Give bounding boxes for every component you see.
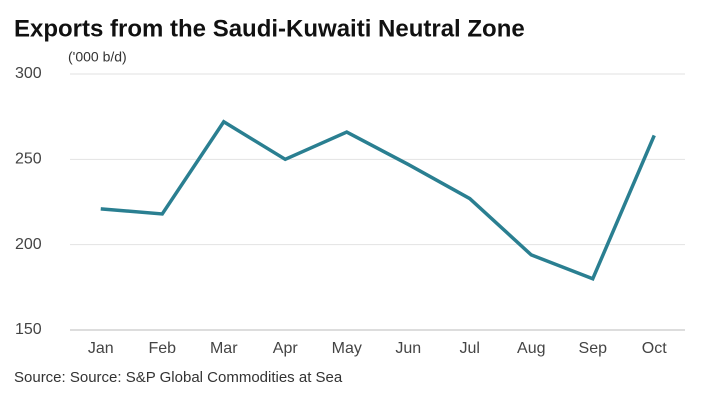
chart-title: Exports from the Saudi-Kuwaiti Neutral Z… [14,15,525,42]
data-line [100,119,656,282]
x-tick-label: Mar [210,340,238,357]
y-tick-label: 200 [15,236,42,253]
y-tick-label: 300 [15,65,42,82]
x-tick-label: Jun [395,340,421,357]
source-note: Source: Source: S&P Global Commodities a… [14,369,343,386]
x-tick-label: Oct [642,340,667,357]
x-tick-label: May [332,340,362,357]
x-tick-label: Jan [88,340,114,357]
x-tick-label: Jul [460,340,480,357]
x-tick-label: Sep [579,340,608,357]
x-tick-label: Apr [273,340,299,357]
y-tick-label: 250 [15,151,42,168]
y-axis-unit: ('000 b/d) [68,49,127,65]
y-tick-label: 150 [15,321,42,338]
x-tick-label: Aug [517,340,545,357]
x-tick-label: Feb [148,340,176,357]
